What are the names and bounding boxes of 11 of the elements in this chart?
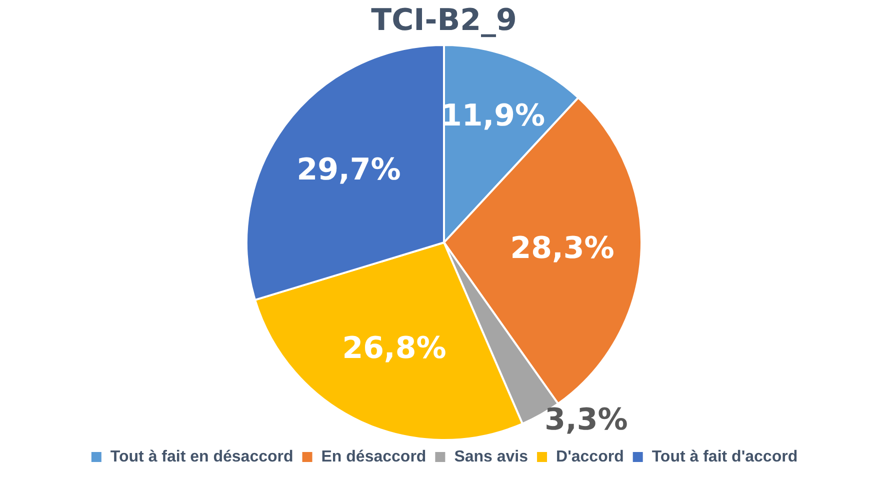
legend-label: Tout à fait en désaccord: [110, 448, 294, 466]
data-label: 28,3%: [510, 231, 614, 266]
legend-label: D'accord: [556, 448, 624, 466]
legend-label: En désaccord: [321, 448, 426, 466]
chart-title: TCI-B2_9: [371, 2, 517, 38]
data-label: 29,7%: [296, 152, 401, 188]
data-label: 26,8%: [342, 330, 446, 366]
legend-label: Sans avis: [454, 448, 528, 466]
legend-label: Tout à fait d'accord: [652, 448, 798, 466]
data-label: 11,9%: [441, 98, 546, 134]
data-label: 3,3%: [544, 402, 628, 438]
